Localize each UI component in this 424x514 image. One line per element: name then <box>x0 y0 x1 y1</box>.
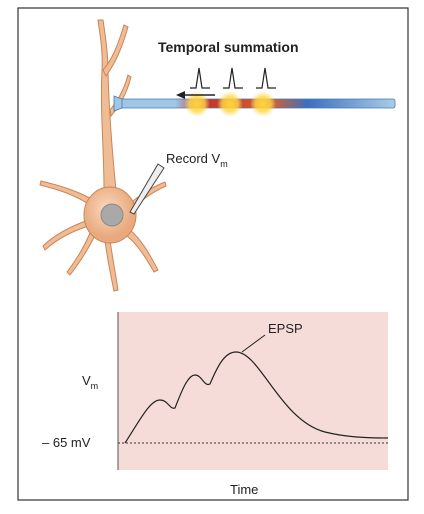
title: Temporal summation <box>158 39 299 55</box>
label-main: V <box>82 373 91 388</box>
frame <box>17 7 409 501</box>
label-subscript: m <box>91 381 99 391</box>
label-subscript: m <box>220 159 228 169</box>
axon <box>113 91 396 117</box>
baseline-label: – 65 mV <box>42 435 91 450</box>
electrode-label: Record Vm <box>166 151 228 169</box>
neuron <box>39 19 167 292</box>
plot-area <box>118 312 388 470</box>
y-axis-label: Vm <box>82 373 98 391</box>
label-main: Record V <box>166 151 221 166</box>
electrode <box>129 163 165 215</box>
mask <box>119 471 388 499</box>
epsp-curve <box>124 351 389 444</box>
curve-label: EPSP <box>268 321 303 336</box>
leader-line <box>241 334 266 353</box>
x-axis-label: Time <box>230 482 258 497</box>
spikes <box>190 67 276 89</box>
direction-arrow <box>176 91 215 99</box>
